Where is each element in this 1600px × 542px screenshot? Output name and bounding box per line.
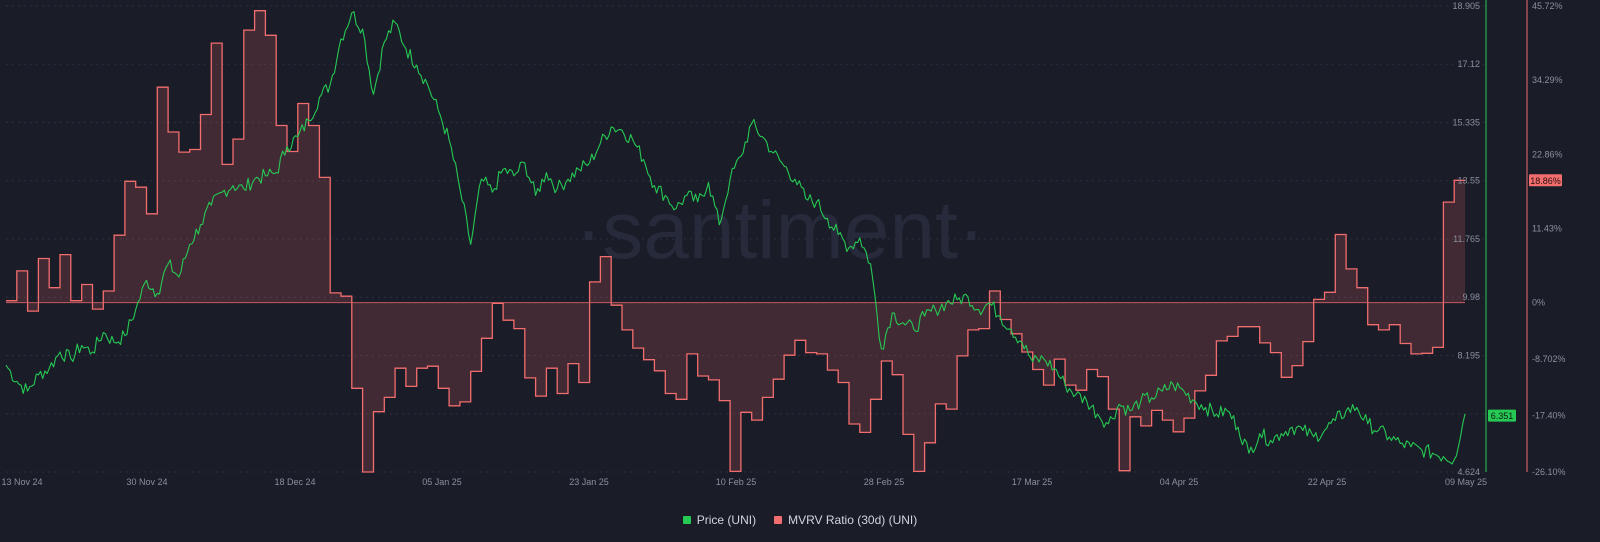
x-tick-label: 09 May 25 xyxy=(1445,477,1487,487)
mvrv-swatch-icon xyxy=(774,516,783,524)
x-tick-label: 30 Nov 24 xyxy=(126,477,167,487)
mvrv-badge-text: 18.86% xyxy=(1530,176,1561,186)
x-tick-label: 17 Mar 25 xyxy=(1012,477,1053,487)
grid xyxy=(6,5,1486,473)
mvrv-tick-label: -8.702% xyxy=(1532,354,1566,364)
price-badge-text: 6.351 xyxy=(1491,411,1514,421)
price-tick-label: 8.195 xyxy=(1457,350,1480,360)
x-tick-label: 23 Jan 25 xyxy=(569,477,609,487)
mvrv-tick-label: 22.86% xyxy=(1532,149,1563,159)
x-tick-label: 10 Feb 25 xyxy=(716,477,757,487)
mvrv-tick-label: 34.29% xyxy=(1532,75,1563,85)
legend: Price (UNI) MVRV Ratio (30d) (UNI) xyxy=(0,513,1600,527)
mvrv-tick-label: 11.43% xyxy=(1532,223,1562,233)
price-series xyxy=(5,11,1466,465)
x-tick-label: 05 Jan 25 xyxy=(422,477,462,487)
x-tick-label: 22 Apr 25 xyxy=(1308,477,1347,487)
x-tick-label: 18 Dec 24 xyxy=(274,477,315,487)
price-tick-label: 13.55 xyxy=(1457,176,1480,186)
mvrv-value-badge: 18.86% xyxy=(1529,174,1562,187)
legend-label-price: Price (UNI) xyxy=(696,513,757,527)
x-tick-label: 04 Apr 25 xyxy=(1160,477,1199,487)
price-swatch-icon xyxy=(682,516,691,524)
mvrv-badge-bg xyxy=(1529,174,1562,187)
mvrv-line xyxy=(6,10,1465,473)
mvrv-series xyxy=(6,10,1465,473)
price-value-badge: 6.351 xyxy=(1488,409,1516,422)
santiment-watermark: ·santiment· xyxy=(575,185,985,276)
price-tick-label: 11.765 xyxy=(1453,234,1480,244)
mvrv-tick-label: -17.40% xyxy=(1532,411,1566,421)
price-tick-label: 4.624 xyxy=(1457,467,1480,477)
price-tick-label: 9.98 xyxy=(1462,292,1480,302)
price-badge-bg xyxy=(1488,409,1516,422)
mvrv-tick-label: -26.10% xyxy=(1532,467,1566,477)
price-tick-label: 18.905 xyxy=(1452,1,1480,11)
mvrv-tick-label: 0% xyxy=(1532,298,1545,308)
x-tick-label: 28 Feb 25 xyxy=(864,477,905,487)
mvrv-area xyxy=(6,10,1465,472)
price-tick-label: 17.12 xyxy=(1457,59,1480,69)
legend-item-mvrv[interactable]: MVRV Ratio (30d) (UNI) xyxy=(774,513,917,527)
mvrv-tick-label: 45.72% xyxy=(1532,1,1563,11)
legend-item-price[interactable]: Price (UNI) xyxy=(682,513,757,527)
price-line xyxy=(5,11,1466,465)
price-tick-label: 15.335 xyxy=(1452,117,1480,127)
legend-label-mvrv: MVRV Ratio (30d) (UNI) xyxy=(788,513,918,527)
axes: 18.905 17.12 15.335 13.55 11.765 9.98 8.195 4.6… xyxy=(1,0,1566,487)
x-tick-label: 13 Nov 24 xyxy=(1,477,42,487)
